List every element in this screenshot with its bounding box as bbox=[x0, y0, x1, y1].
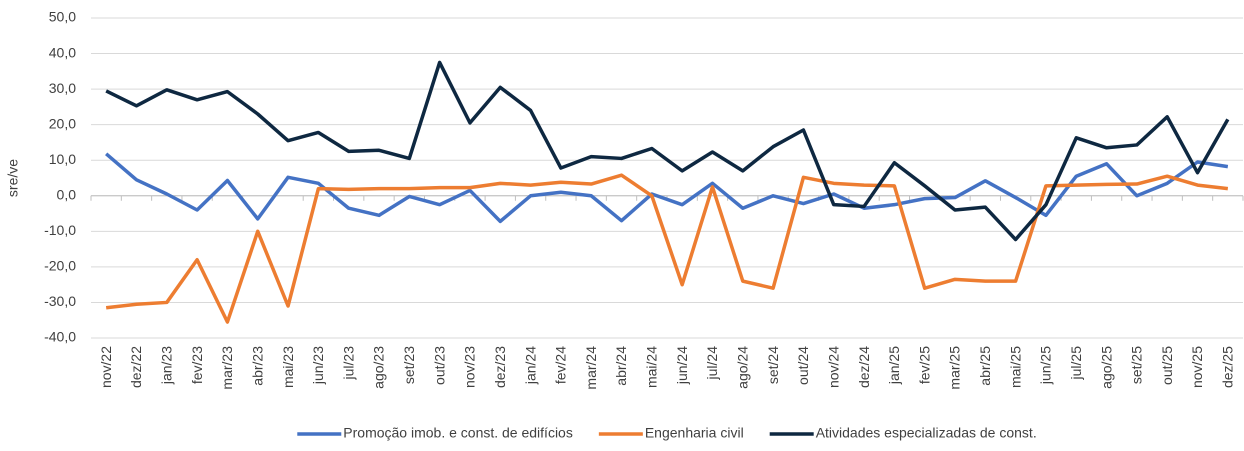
series-line bbox=[105, 60, 1230, 242]
y-tick-label: 30,0 bbox=[49, 80, 76, 96]
x-tick-label: ago/23 bbox=[371, 346, 387, 389]
legend: Promoção imob. e const. de edifícios Enge… bbox=[297, 425, 1037, 441]
y-tick-label: 40,0 bbox=[49, 44, 76, 60]
legend-label: Promoção imob. e const. de edifícios bbox=[343, 425, 573, 441]
y-tick-label: -40,0 bbox=[44, 329, 76, 345]
x-tick-label: jun/24 bbox=[674, 346, 690, 385]
y-axis-label: sre/ve bbox=[5, 159, 21, 197]
x-tick-label: dez/22 bbox=[128, 346, 144, 388]
x-tick-label: dez/24 bbox=[856, 346, 872, 388]
x-tick-label: jul/24 bbox=[704, 346, 720, 381]
x-tick-label: out/25 bbox=[1159, 346, 1175, 385]
x-tick-label: set/25 bbox=[1129, 346, 1145, 384]
y-tick-label: 0,0 bbox=[57, 186, 77, 202]
y-tick-label: 50,0 bbox=[49, 9, 76, 25]
series-line bbox=[105, 152, 1229, 224]
x-tick-label: nov/25 bbox=[1189, 346, 1205, 388]
series-line bbox=[105, 173, 1229, 324]
x-tick-label: mai/25 bbox=[1007, 346, 1023, 388]
x-tick-label: dez/25 bbox=[1220, 346, 1236, 388]
y-tick-label: 20,0 bbox=[49, 115, 76, 131]
x-tick-label: jul/23 bbox=[340, 346, 356, 381]
y-tick-label: -30,0 bbox=[44, 293, 76, 309]
x-tick-label: mar/24 bbox=[583, 346, 599, 390]
y-tick-label: -20,0 bbox=[44, 258, 76, 274]
x-tick-label: jan/24 bbox=[522, 346, 538, 385]
legend-label: Atividades especializadas de const. bbox=[816, 425, 1037, 441]
x-tick-label: fev/25 bbox=[916, 346, 932, 384]
x-tick-label: set/23 bbox=[401, 346, 417, 384]
y-tick-label: -10,0 bbox=[44, 222, 76, 238]
x-tick-label: abr/23 bbox=[249, 346, 265, 386]
x-tick-label: out/23 bbox=[431, 346, 447, 385]
x-tick-label: ago/25 bbox=[1098, 346, 1114, 389]
x-tick-label: fev/23 bbox=[189, 346, 205, 384]
x-tick-label: dez/23 bbox=[492, 346, 508, 388]
x-tick-label: jul/25 bbox=[1068, 346, 1084, 381]
x-tick-label: nov/24 bbox=[825, 346, 841, 388]
x-tick-label: abr/25 bbox=[977, 346, 993, 386]
x-tick-label: fev/24 bbox=[553, 346, 569, 384]
x-tick-label: jan/25 bbox=[886, 346, 902, 385]
x-tick-label: mar/23 bbox=[219, 346, 235, 390]
x-tick-label: nov/22 bbox=[98, 346, 114, 388]
legend-label: Engenharia civil bbox=[645, 425, 744, 441]
x-tick-label: mai/23 bbox=[280, 346, 296, 388]
x-tick-label: jan/23 bbox=[158, 346, 174, 385]
x-tick-label: nov/23 bbox=[462, 346, 478, 388]
x-tick-label: mai/24 bbox=[644, 346, 660, 388]
y-tick-label: 10,0 bbox=[49, 151, 76, 167]
x-tick-label: set/24 bbox=[765, 346, 781, 384]
x-tick-label: jun/23 bbox=[310, 346, 326, 385]
x-tick-label: mar/25 bbox=[947, 346, 963, 390]
x-tick-label: abr/24 bbox=[613, 346, 629, 386]
x-tick-label: jun/25 bbox=[1038, 346, 1054, 385]
x-tick-label: ago/24 bbox=[734, 346, 750, 389]
x-tick-label: out/24 bbox=[795, 346, 811, 385]
